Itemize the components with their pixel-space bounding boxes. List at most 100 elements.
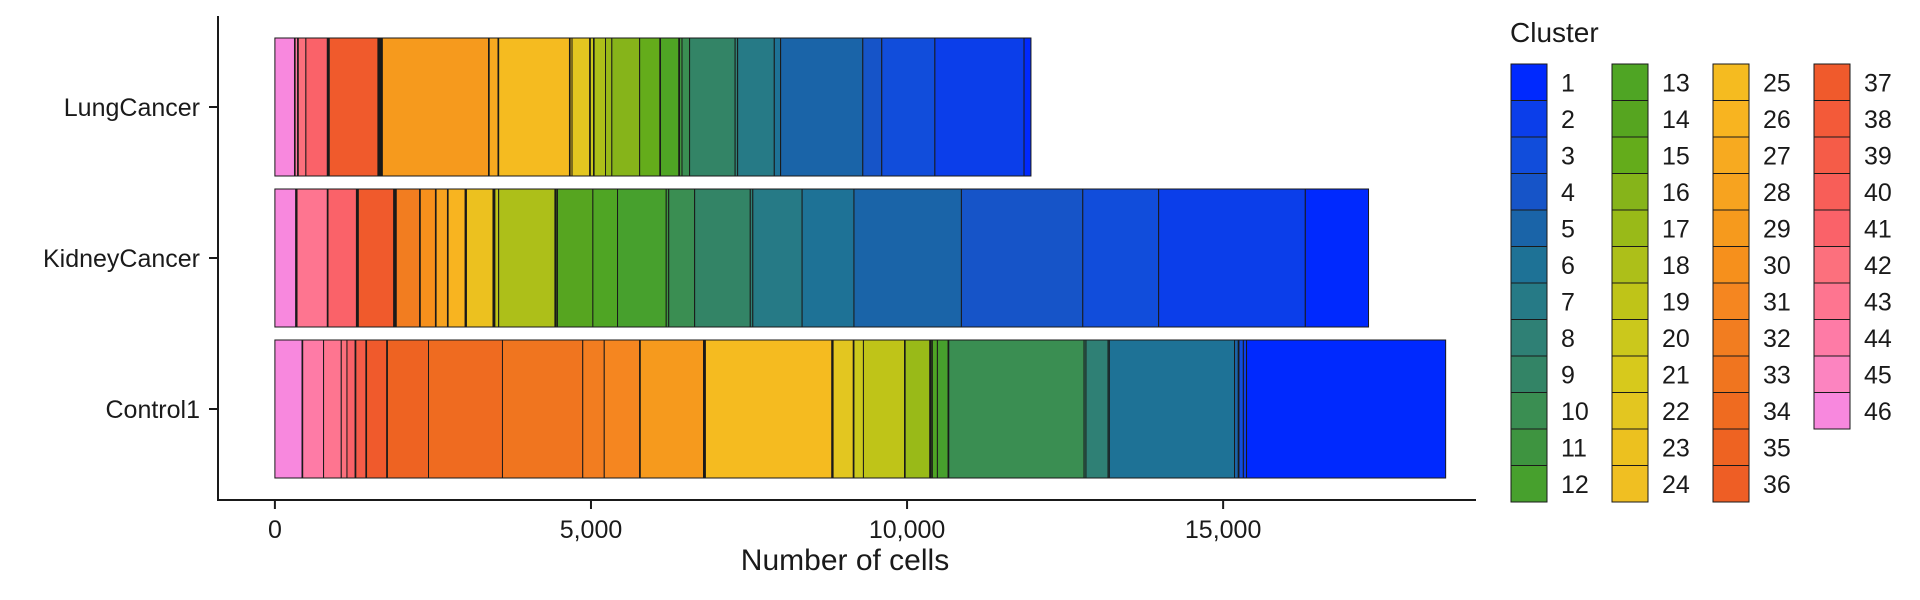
legend-label-cluster-2: 2 xyxy=(1561,106,1575,134)
bar-segment-kidneycancer-cluster-23 xyxy=(465,188,494,328)
bar-segment-lungcancer-cluster-18 xyxy=(593,37,607,177)
legend-swatch-cluster-5 xyxy=(1510,209,1548,247)
legend-label-cluster-32: 32 xyxy=(1763,325,1791,353)
bars-layer xyxy=(274,37,1447,479)
bar-segment-lungcancer-cluster-22 xyxy=(571,37,591,177)
legend-label-cluster-7: 7 xyxy=(1561,288,1575,316)
bar-segment-kidneycancer-cluster-4 xyxy=(960,188,1084,328)
bar-segment-kidneycancer-cluster-12 xyxy=(617,188,667,328)
legend-label-cluster-29: 29 xyxy=(1763,215,1791,243)
bar-segment-lungcancer-cluster-1 xyxy=(1023,37,1032,177)
bar-segment-kidneycancer-cluster-32 xyxy=(395,188,421,328)
bar-segment-kidneycancer-cluster-10 xyxy=(668,188,696,328)
legend-swatch-cluster-41 xyxy=(1813,209,1851,247)
legend-label-cluster-39: 39 xyxy=(1864,142,1892,170)
y-tick-label: KidneyCancer xyxy=(43,245,200,273)
x-axis-title: Number of cells xyxy=(741,544,949,577)
bar-segment-control1-cluster-46 xyxy=(274,339,303,479)
bar-segment-control1-cluster-1 xyxy=(1246,339,1447,479)
legend-label-cluster-37: 37 xyxy=(1864,69,1892,97)
bar-segment-lungcancer-cluster-16 xyxy=(611,37,641,177)
legend-swatch-cluster-39 xyxy=(1813,136,1851,174)
x-tick-label: 10,000 xyxy=(869,516,945,544)
bar-segment-kidneycancer-cluster-26 xyxy=(447,188,466,328)
legend-swatch-cluster-12 xyxy=(1510,465,1548,503)
legend-label-cluster-4: 4 xyxy=(1561,179,1575,207)
legend-swatch-cluster-32 xyxy=(1712,319,1750,357)
legend-label-cluster-40: 40 xyxy=(1864,179,1892,207)
bar-segment-control1-cluster-10 xyxy=(948,339,1085,479)
legend-label-cluster-21: 21 xyxy=(1662,361,1690,389)
legend-label-cluster-41: 41 xyxy=(1864,215,1892,243)
legend-swatch-cluster-13 xyxy=(1611,63,1649,101)
bar-segment-control1-cluster-19 xyxy=(862,339,906,479)
legend-swatch-cluster-30 xyxy=(1712,246,1750,284)
bar-segment-kidneycancer-cluster-3 xyxy=(1082,188,1160,328)
legend-swatch-cluster-24 xyxy=(1611,465,1649,503)
bar-segment-control1-cluster-25 xyxy=(704,339,833,479)
bar-segment-lungcancer-cluster-17 xyxy=(605,37,613,177)
legend-swatch-cluster-25 xyxy=(1712,63,1750,101)
bar-segment-control1-cluster-5 xyxy=(1234,339,1239,479)
bar-segment-control1-cluster-32 xyxy=(582,339,605,479)
x-ticks: 0 5,000 10,000 15,000 xyxy=(268,500,1261,544)
legend-items: 1234567891011121314151617181920212223242… xyxy=(1510,63,1892,503)
legend-label-cluster-22: 22 xyxy=(1662,398,1690,426)
legend-swatch-cluster-40 xyxy=(1813,173,1851,211)
legend-label-cluster-18: 18 xyxy=(1662,252,1690,280)
legend-swatch-cluster-45 xyxy=(1813,355,1851,393)
legend-label-cluster-13: 13 xyxy=(1662,69,1690,97)
legend-swatch-cluster-43 xyxy=(1813,282,1851,320)
bar-segment-control1-cluster-12 xyxy=(936,339,949,479)
legend-label-cluster-17: 17 xyxy=(1662,215,1690,243)
legend-swatch-cluster-1 xyxy=(1510,63,1548,101)
legend-swatch-cluster-8 xyxy=(1510,319,1548,357)
bar-segment-lungcancer-cluster-3 xyxy=(881,37,936,177)
bar-segment-lungcancer-cluster-41 xyxy=(305,37,328,177)
x-tick-label: 0 xyxy=(268,516,282,544)
y-ticks: LungCancer KidneyCancer Control1 xyxy=(43,94,218,424)
legend-swatch-cluster-46 xyxy=(1813,392,1851,430)
bar-segment-kidneycancer-cluster-43 xyxy=(296,188,328,328)
legend-swatch-cluster-21 xyxy=(1611,355,1649,393)
legend-swatch-cluster-35 xyxy=(1712,428,1750,466)
legend: Cluster 12345678910111213141516171819202… xyxy=(1510,17,1892,503)
bar-segment-control1-cluster-34 xyxy=(428,339,503,479)
bar-segment-kidneycancer-cluster-19 xyxy=(494,188,500,328)
legend-label-cluster-19: 19 xyxy=(1662,288,1690,316)
legend-label-cluster-46: 46 xyxy=(1864,398,1892,426)
bar-segment-lungcancer-cluster-27 xyxy=(488,37,499,177)
legend-label-cluster-43: 43 xyxy=(1864,288,1892,316)
bar-segment-control1-cluster-44 xyxy=(302,339,325,479)
legend-label-cluster-8: 8 xyxy=(1561,325,1575,353)
legend-swatch-cluster-26 xyxy=(1712,100,1750,138)
bar-segment-kidneycancer-cluster-41 xyxy=(327,188,357,328)
legend-label-cluster-1: 1 xyxy=(1561,69,1575,97)
legend-label-cluster-25: 25 xyxy=(1763,69,1791,97)
legend-label-cluster-30: 30 xyxy=(1763,252,1791,280)
bar-segment-lungcancer-cluster-7 xyxy=(737,37,775,177)
bar-segment-control1-cluster-13 xyxy=(931,339,938,479)
legend-label-cluster-10: 10 xyxy=(1561,398,1589,426)
legend-swatch-cluster-44 xyxy=(1813,319,1851,357)
bar-segment-kidneycancer-cluster-46 xyxy=(274,188,297,328)
legend-swatch-cluster-3 xyxy=(1510,136,1548,174)
bar-segment-control1-cluster-42 xyxy=(340,339,348,479)
legend-swatch-cluster-31 xyxy=(1712,282,1750,320)
bar-segment-kidneycancer-cluster-5 xyxy=(853,188,962,328)
legend-swatch-cluster-34 xyxy=(1712,392,1750,430)
legend-label-cluster-23: 23 xyxy=(1662,434,1690,462)
bar-segment-kidneycancer-cluster-2 xyxy=(1158,188,1306,328)
legend-swatch-cluster-15 xyxy=(1611,136,1649,174)
legend-swatch-cluster-27 xyxy=(1712,136,1750,174)
legend-swatch-cluster-10 xyxy=(1510,392,1548,430)
legend-swatch-cluster-22 xyxy=(1611,392,1649,430)
legend-swatch-cluster-4 xyxy=(1510,173,1548,211)
legend-label-cluster-9: 9 xyxy=(1561,361,1575,389)
legend-label-cluster-36: 36 xyxy=(1763,471,1791,499)
bar-segment-kidneycancer-cluster-6 xyxy=(801,188,855,328)
legend-swatch-cluster-38 xyxy=(1813,100,1851,138)
legend-swatch-cluster-33 xyxy=(1712,355,1750,393)
legend-label-cluster-42: 42 xyxy=(1864,252,1892,280)
